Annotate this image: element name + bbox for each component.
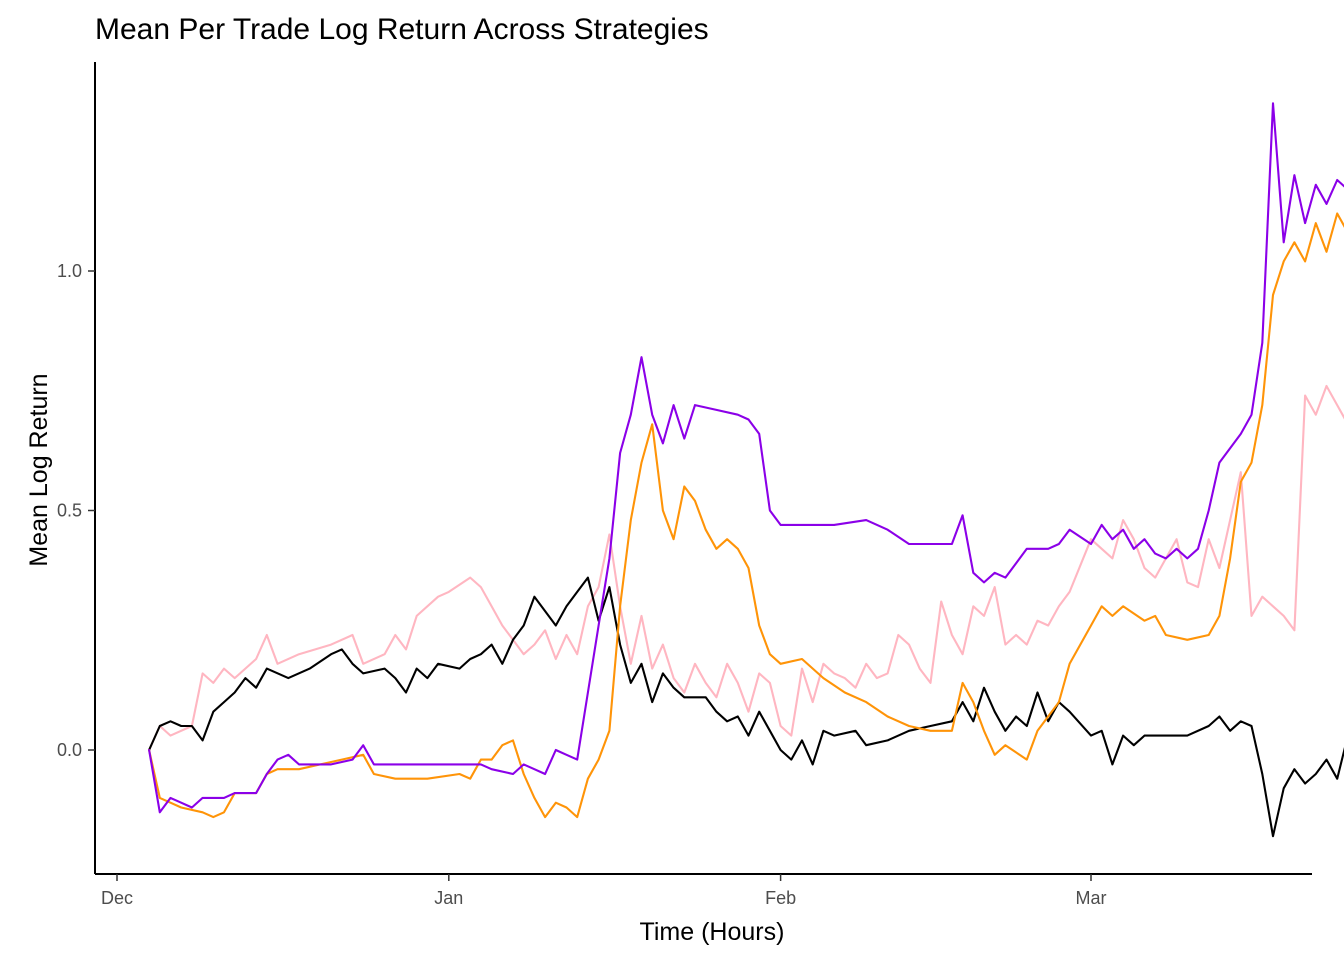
series-line-3	[148, 102, 1344, 814]
y-tick-label-2: 1.0	[57, 261, 82, 281]
chart-title: Mean Per Trade Log Return Across Strateg…	[95, 13, 709, 46]
axes-layer	[94, 62, 1312, 875]
x-axis-title: Time (Hours)	[640, 918, 785, 946]
ticks-layer: Dec Jan Feb Mar 0.0 0.5 1.0	[57, 261, 1107, 908]
series-line-0	[148, 384, 1344, 752]
series-line-2	[148, 212, 1344, 819]
y-axis-title: Mean Log Return	[25, 373, 53, 566]
x-tick-label-0: Dec	[101, 888, 133, 908]
x-tick-label-1: Jan	[434, 888, 463, 908]
x-tick-label-3: Mar	[1076, 888, 1107, 908]
y-tick-label-0: 0.0	[57, 740, 82, 760]
series-layer	[148, 102, 1344, 838]
x-tick-label-2: Feb	[765, 888, 796, 908]
y-tick-label-1: 0.5	[57, 501, 82, 521]
series-line-1	[148, 576, 1344, 838]
